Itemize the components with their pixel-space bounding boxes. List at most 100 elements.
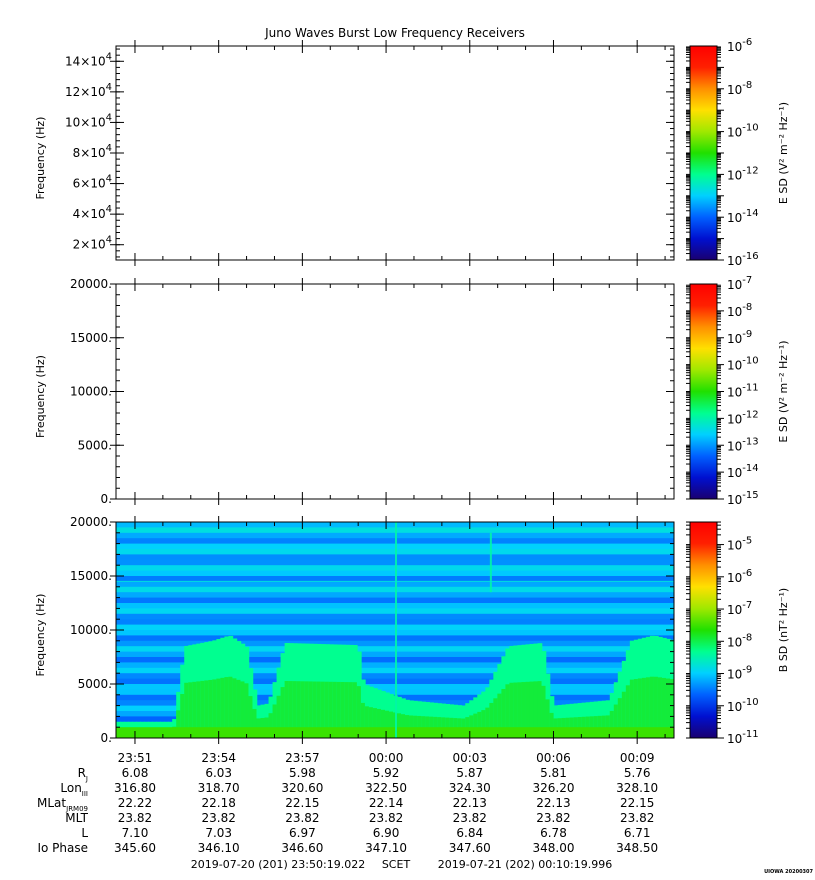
emission-core	[316, 681, 322, 738]
emission-core	[545, 699, 551, 738]
ephemeris-value: 6.90	[373, 826, 400, 840]
colorbar-tick-label: 10-8	[727, 632, 752, 649]
colorbar-label: B SD (nT² Hz⁻¹)	[777, 588, 790, 672]
emission-core	[489, 702, 495, 738]
end-time-label: 2019-07-21 (202) 00:10:19.996	[438, 858, 612, 871]
emission-core	[180, 694, 186, 738]
colorbar-tick-base: 10	[727, 359, 742, 373]
colorbar-tick-base: 10	[727, 539, 742, 553]
spectrogram	[116, 522, 679, 738]
colorbar-tick-label: 10-7	[727, 275, 752, 292]
emission-core	[609, 710, 615, 738]
emission-core	[352, 682, 358, 738]
ephemeris-value: 6.03	[205, 766, 232, 780]
emission-core	[413, 715, 418, 738]
ephemeris-label-text: MLat	[37, 796, 66, 810]
emission-core	[421, 716, 426, 738]
colorbar-tick-label: 10-8	[727, 80, 752, 97]
colorbar-tick-base: 10	[727, 83, 742, 97]
emission-core	[469, 715, 475, 738]
ephemeris-value: 348.50	[616, 841, 658, 855]
vertical-feature	[395, 522, 397, 738]
y-tick-label: 14×104	[65, 51, 112, 68]
y-tick-label: 10000.	[70, 623, 112, 637]
y-tick-label: 4×104	[73, 204, 112, 221]
y-tick-mantissa: 6×10	[73, 177, 106, 191]
ephemeris-value: 23.82	[620, 811, 654, 825]
emission-core	[517, 682, 523, 738]
y-axis-label: Frequency (Hz)	[34, 594, 47, 677]
emission-core	[649, 676, 655, 738]
ephemeris-value: 23.82	[285, 811, 319, 825]
ephemeris-value: 5.81	[540, 766, 567, 780]
colorbar	[689, 521, 718, 739]
emission-core	[409, 715, 414, 738]
colorbar-tick-exponent: -15	[742, 490, 758, 501]
ephemeris-label-text: R	[78, 766, 86, 780]
ephemeris-value: 22.14	[369, 796, 403, 810]
emission-core	[397, 713, 402, 738]
ephemeris-value: 23.82	[369, 811, 403, 825]
scet-label: SCET	[382, 858, 411, 871]
colorbar-tick-exponent: -7	[742, 275, 752, 286]
emission-core	[244, 683, 250, 738]
y-axis-label: Frequency (Hz)	[34, 117, 47, 200]
y-tick-label: 12×104	[65, 82, 112, 99]
emission-core	[212, 679, 218, 738]
emission-core	[525, 681, 531, 738]
ephemeris-label-text: Lon	[60, 781, 81, 795]
colorbar-tick-base: 10	[727, 332, 742, 346]
emission-core	[376, 708, 382, 738]
emission-core	[641, 677, 647, 738]
vertical-feature	[489, 532, 492, 593]
emission-core	[533, 681, 539, 738]
emission-core	[320, 681, 326, 738]
emission-core	[272, 704, 278, 738]
emission-core	[481, 710, 487, 738]
ephemeris-value: 322.50	[365, 781, 407, 795]
emission-core	[405, 715, 410, 738]
emission-core	[674, 680, 679, 738]
y-tick-mantissa: 12×10	[65, 85, 106, 99]
emission-core	[328, 681, 334, 738]
colorbar-tick-exponent: -10	[742, 356, 758, 367]
emission-core	[388, 711, 394, 738]
emission-core	[384, 710, 390, 738]
ephemeris-value: 23.82	[118, 811, 152, 825]
emission-core	[232, 678, 238, 738]
y-tick-label: 15000.	[70, 331, 112, 345]
emission-core	[661, 677, 667, 738]
colorbar-tick-base: 10	[727, 700, 742, 714]
ephemeris-row-label: RJ	[78, 766, 88, 783]
ephemeris-value: 316.80	[114, 781, 156, 795]
emission-core	[529, 681, 535, 738]
colorbar-tick-exponent: -13	[742, 436, 758, 447]
emission-core	[236, 679, 242, 738]
colorbar-tick-label: 10-10	[727, 123, 759, 140]
colorbar-tick-exponent: -10	[742, 697, 758, 708]
emission-core	[629, 679, 635, 738]
ephemeris-value: 7.10	[122, 826, 149, 840]
colorbar-tick-base: 10	[727, 254, 742, 268]
colorbar-tick-base: 10	[727, 278, 742, 292]
colorbar-tick-exponent: -14	[742, 208, 758, 219]
y-tick-mantissa: 8×10	[73, 146, 106, 160]
ephemeris-value: 318.70	[198, 781, 240, 795]
colorbar-tick-label: 10-10	[727, 356, 759, 373]
colorbar-tick-label: 10-14	[727, 463, 759, 480]
ephemeris-value: 5.92	[373, 766, 400, 780]
colorbar-tick-exponent: -8	[742, 632, 752, 643]
colorbar-tick-exponent: -12	[742, 165, 758, 176]
colorbar-tick-exponent: -16	[742, 251, 758, 262]
ephemeris-value: 346.10	[198, 841, 240, 855]
emission-core	[645, 677, 651, 738]
emission-core	[184, 682, 190, 738]
emission-core	[300, 681, 306, 738]
time-tick-label: 23:51	[118, 751, 153, 765]
colorbar-tick-exponent: -11	[742, 383, 758, 394]
ephemeris-value: 23.82	[453, 811, 487, 825]
emission-core	[625, 685, 631, 738]
y-axis-label: Frequency (Hz)	[34, 355, 47, 438]
emission-core	[208, 679, 214, 738]
